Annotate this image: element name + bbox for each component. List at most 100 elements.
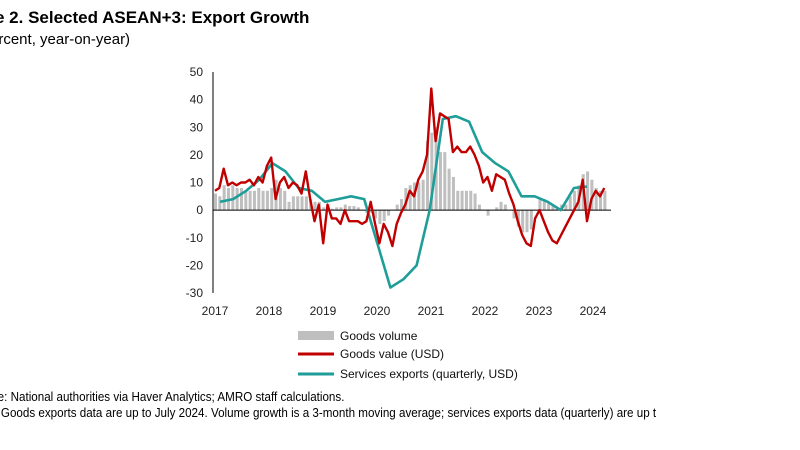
volume-bar	[451, 176, 455, 211]
x-tick-label: 2021	[418, 304, 445, 318]
volume-bar	[387, 210, 391, 216]
volume-bar	[512, 210, 516, 219]
volume-bar	[568, 196, 572, 211]
volume-bar	[456, 190, 460, 211]
volume-bar	[529, 210, 533, 230]
volume-bar	[214, 193, 218, 211]
volume-bar	[425, 141, 430, 211]
volume-bar	[525, 210, 529, 233]
volume-bar	[343, 204, 347, 211]
y-tick-label: 10	[190, 176, 204, 190]
volume-bar	[278, 188, 282, 211]
volume-bar	[395, 204, 399, 211]
volume-bar	[469, 190, 473, 211]
volume-bar	[257, 188, 261, 211]
volume-bar	[265, 190, 269, 211]
volume-bar	[594, 188, 598, 211]
volume-bar	[495, 207, 499, 211]
volume-bar	[356, 207, 360, 211]
volume-bar	[252, 190, 256, 211]
volume-bar	[244, 190, 248, 211]
y-tick-label: 40	[190, 93, 204, 107]
volume-bar	[304, 196, 308, 211]
volume-bar	[486, 210, 490, 216]
volume-bar	[235, 188, 239, 211]
y-tick-label: 0	[196, 203, 203, 217]
volume-bar	[473, 193, 477, 211]
legend-swatch-volume	[298, 331, 334, 340]
services-exports-line	[219, 114, 588, 289]
x-tick-label: 2020	[364, 304, 391, 318]
volume-bar	[218, 196, 222, 211]
y-tick-label: -20	[186, 258, 204, 272]
source-note: rce: National authorities via Haver Anal…	[0, 390, 345, 404]
volume-bar	[542, 199, 546, 211]
y-tick-label: 30	[190, 120, 204, 134]
figure-title: ure 2. Selected ASEAN+3: Export Growth	[0, 8, 310, 27]
volume-bar	[270, 188, 274, 211]
volume-bar	[603, 190, 607, 211]
volume-bar	[335, 207, 339, 211]
volume-bar	[464, 190, 468, 211]
volume-bar	[564, 204, 568, 211]
figure-subtitle: ercent, year-on-year)	[0, 31, 131, 48]
y-tick-label: 20	[190, 148, 204, 162]
y-tick-label: 50	[190, 65, 204, 79]
x-tick-label: 2024	[580, 304, 607, 318]
volume-bar	[443, 152, 447, 211]
volume-bar	[378, 210, 382, 224]
volume-bar	[460, 190, 464, 211]
volume-bar	[400, 199, 404, 211]
volume-bar	[590, 179, 594, 211]
volume-bar	[339, 207, 343, 211]
volume-bar	[477, 204, 481, 211]
y-tick-label: -10	[186, 231, 204, 245]
volume-bar	[248, 190, 252, 211]
volume-bar	[538, 199, 542, 211]
volume-bar	[521, 210, 525, 233]
x-tick-label: 2022	[472, 304, 499, 318]
x-tick-label: 2019	[310, 304, 337, 318]
volume-bar	[499, 201, 503, 211]
x-tick-label: 2017	[202, 304, 229, 318]
volume-bar	[417, 182, 421, 211]
volume-bar	[447, 168, 451, 211]
volume-bar	[382, 210, 386, 222]
volume-bar	[261, 190, 265, 211]
x-tick-label: 2023	[526, 304, 553, 318]
volume-bar	[503, 204, 507, 211]
volume-bar	[516, 210, 520, 227]
volume-bar	[300, 196, 304, 211]
volume-bar	[322, 207, 326, 211]
volume-bar	[330, 208, 334, 211]
volume-bar	[348, 205, 352, 211]
volume-bar	[239, 188, 243, 211]
volume-bar	[352, 205, 356, 211]
footnote: e: Goods exports data are up to July 202…	[0, 406, 657, 420]
y-tick-label: -30	[186, 286, 204, 300]
volume-bar	[586, 171, 590, 211]
volume-bar	[599, 190, 603, 211]
volume-bar	[551, 204, 555, 211]
volume-bar	[421, 179, 425, 211]
volume-bar	[374, 210, 378, 219]
x-tick-label: 2018	[256, 304, 283, 318]
volume-bar	[313, 201, 317, 211]
volume-bar	[573, 190, 577, 211]
legend-label: Goods value (USD)	[340, 347, 444, 361]
volume-bar	[287, 201, 291, 211]
volume-bar	[231, 185, 235, 211]
volume-bar	[291, 196, 295, 211]
volume-bar	[438, 152, 442, 211]
volume-bar	[296, 196, 300, 211]
volume-bar	[283, 190, 287, 211]
volume-bar	[222, 185, 226, 211]
volume-bar	[408, 185, 412, 211]
legend-label: Goods volume	[340, 329, 418, 343]
legend-label: Services exports (quarterly, USD)	[340, 367, 518, 381]
goods-value-line	[214, 87, 606, 248]
volume-bar	[369, 210, 373, 213]
volume-bar	[547, 201, 551, 211]
volume-bar	[430, 132, 434, 211]
